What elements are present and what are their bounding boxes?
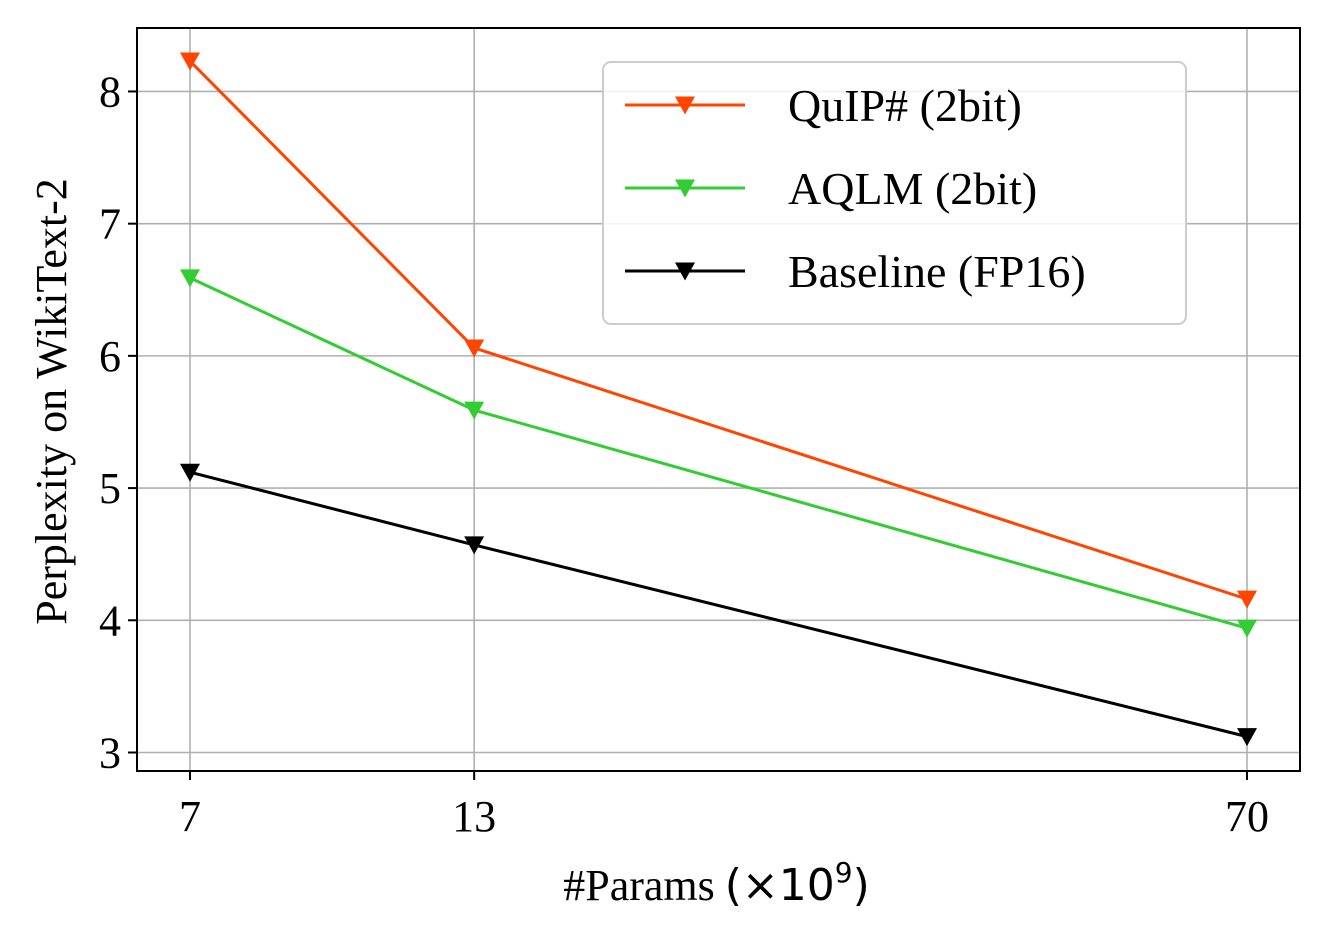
data-point-quip-2bit [464, 339, 485, 358]
x-axis-label: #Params (×109) [563, 856, 870, 911]
legend-entry-aqlm-2bit: AQLM (2bit) [625, 163, 1037, 214]
series-layer [180, 52, 1257, 747]
x-tick-labels: 7 13 70 [179, 771, 1269, 841]
y-tick-labels: 3 4 5 6 7 8 [99, 67, 137, 777]
data-point-quip-2bit [1237, 590, 1257, 609]
legend-label: QuIP# (2bit) [788, 80, 1022, 131]
data-point-aqlm-2bit [1237, 619, 1257, 638]
legend: QuIP# (2bit) AQLM (2bit) Baseline (FP16) [602, 61, 1187, 325]
x-axis-label-exponent: 9 [835, 856, 853, 889]
y-tick-label: 3 [99, 728, 121, 777]
legend-entry-baseline-fp16: Baseline (FP16) [625, 246, 1086, 297]
series-quip-2bit [180, 52, 1257, 609]
data-point-quip-2bit [180, 52, 200, 71]
data-point-aqlm-2bit [180, 269, 200, 288]
series-baseline-fp16 [180, 463, 1257, 747]
legend-marker [675, 179, 695, 198]
x-tick-label: 7 [179, 792, 201, 841]
x-gridlines [189, 28, 1248, 771]
legend-label: Baseline (FP16) [788, 246, 1086, 297]
legend-entry-quip-2bit: QuIP# (2bit) [625, 80, 1022, 131]
data-point-aqlm-2bit [464, 401, 485, 420]
y-tick-label: 8 [99, 67, 121, 116]
y-tick-label: 7 [99, 200, 121, 249]
x-tick-label: 70 [1225, 792, 1269, 841]
data-point-baseline-fp16 [464, 536, 485, 555]
series-aqlm-2bit [180, 269, 1257, 638]
y-tick-label: 4 [99, 596, 121, 645]
data-point-baseline-fp16 [180, 463, 200, 482]
x-axis-label-unit: (×10 [725, 860, 835, 911]
plot-frame [136, 27, 1301, 772]
legend-marker [675, 262, 695, 281]
y-tick-label: 5 [99, 464, 121, 513]
legend-marker [675, 96, 695, 115]
x-tick-label: 13 [452, 792, 496, 841]
data-point-baseline-fp16 [1237, 728, 1257, 747]
legend-box [602, 61, 1187, 325]
series-line-aqlm-2bit [189, 276, 1248, 630]
legend-label: AQLM (2bit) [788, 163, 1037, 214]
series-line-baseline-fp16 [189, 470, 1248, 739]
y-axis-label: Perplexity on WikiText-2 [27, 178, 76, 625]
y-tick-label: 6 [99, 332, 121, 381]
x-axis-label-text: #Params [563, 861, 715, 910]
x-axis-label-close: ) [853, 860, 870, 911]
